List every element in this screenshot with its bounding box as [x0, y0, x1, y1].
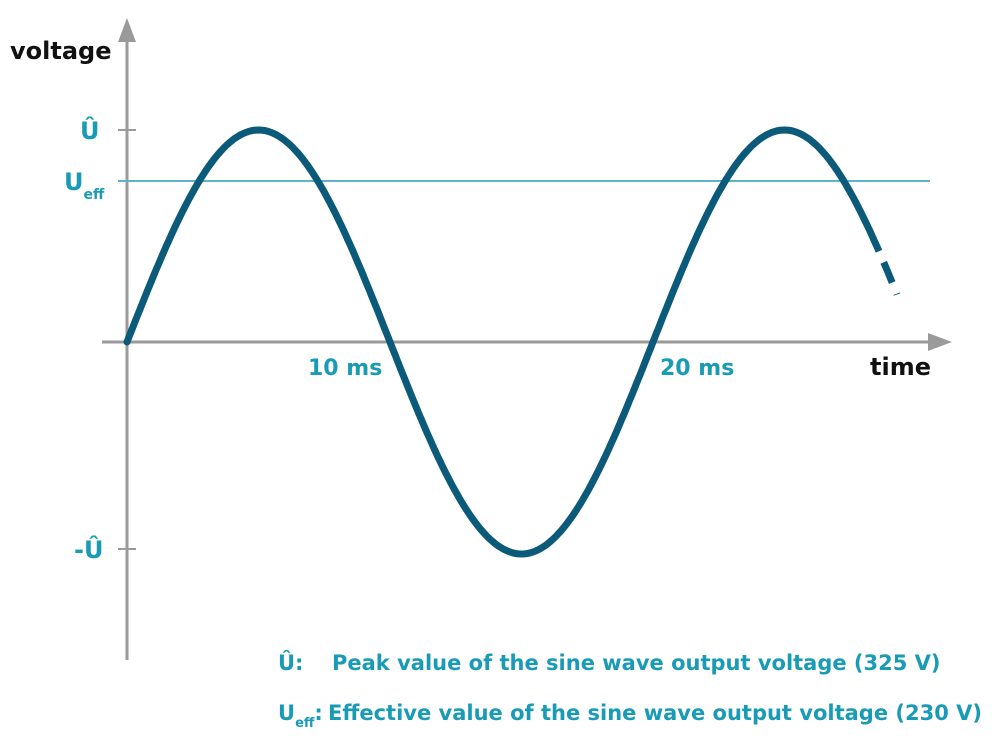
peak-label: Û	[80, 115, 100, 145]
legend-symbol-main: U	[278, 701, 295, 725]
x-axis-label: time	[870, 353, 931, 381]
y-axis-arrow	[118, 18, 136, 42]
x-mark-label: 10 ms	[308, 356, 382, 381]
sine-wave	[123, 126, 874, 558]
legend-text: Effective value of the sine wave output …	[328, 701, 982, 725]
effective-main: U	[64, 168, 84, 196]
effective-sub: eff	[84, 187, 105, 203]
legend-symbol-sub: eff	[295, 716, 315, 731]
legend-symbol: Û:	[278, 650, 303, 675]
effective-label: Ueff	[64, 168, 105, 203]
x-axis-arrow	[928, 333, 952, 351]
sine-wave-continuation	[866, 229, 901, 296]
legend-symbol: Ueff:	[278, 701, 323, 731]
legend-symbol-tail: :	[314, 701, 322, 725]
y-axis-label: voltage	[10, 37, 111, 65]
negative-peak-label: -Û	[74, 534, 103, 564]
x-mark-label: 20 ms	[660, 356, 734, 381]
legend-text: Peak value of the sine wave output volta…	[332, 651, 941, 675]
